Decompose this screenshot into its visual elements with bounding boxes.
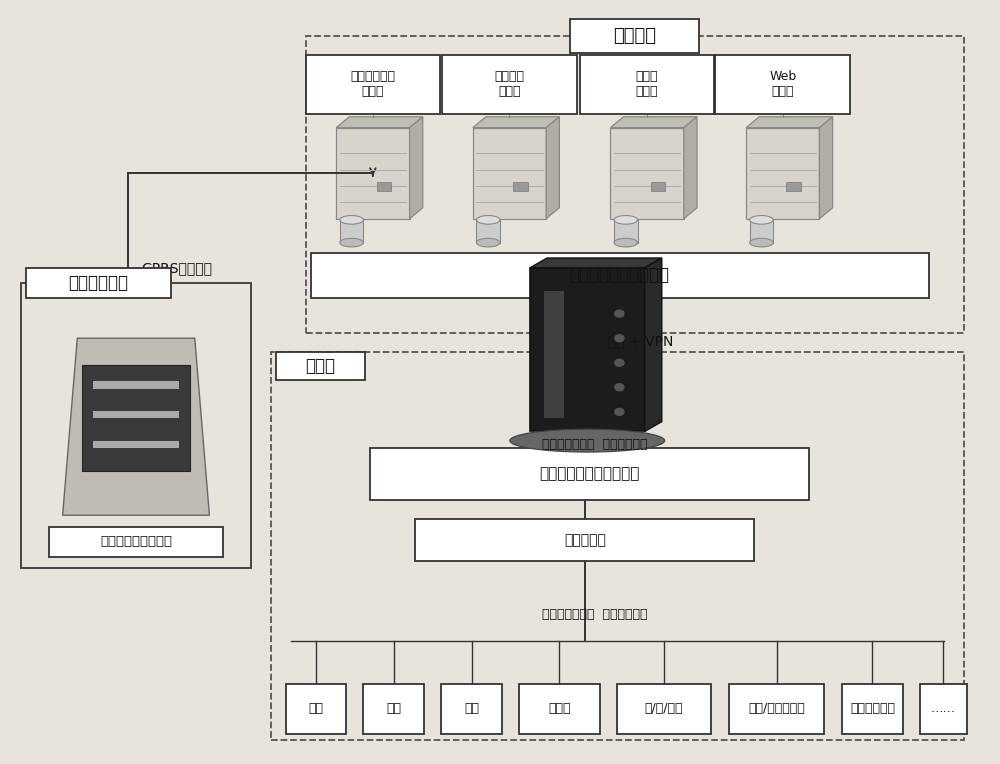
- Text: 室内无线数据
服务器: 室内无线数据 服务器: [350, 70, 395, 99]
- Circle shape: [615, 310, 624, 317]
- FancyBboxPatch shape: [311, 253, 929, 298]
- Ellipse shape: [340, 215, 363, 224]
- Text: 用户室内温度: 用户室内温度: [850, 702, 895, 715]
- Ellipse shape: [614, 215, 638, 224]
- Polygon shape: [410, 117, 423, 219]
- FancyBboxPatch shape: [715, 55, 850, 114]
- Text: 阀门: 阀门: [464, 702, 479, 715]
- Text: 热力能源监控管理平台: 热力能源监控管理平台: [570, 267, 670, 284]
- Circle shape: [615, 408, 624, 416]
- Text: 热力能源区域供热控制器: 热力能源区域供热控制器: [540, 467, 640, 481]
- Text: 远程管理
服务器: 远程管理 服务器: [494, 70, 524, 99]
- Text: 水泵: 水泵: [386, 702, 401, 715]
- Text: 数据库
服务器: 数据库 服务器: [636, 70, 658, 99]
- FancyBboxPatch shape: [544, 291, 564, 419]
- Ellipse shape: [750, 215, 773, 224]
- FancyBboxPatch shape: [370, 448, 809, 500]
- Ellipse shape: [340, 238, 363, 247]
- FancyBboxPatch shape: [746, 128, 819, 219]
- Text: 通过现场拉线与  配电柜相连接: 通过现场拉线与 配电柜相连接: [542, 607, 647, 620]
- Polygon shape: [819, 117, 833, 219]
- FancyBboxPatch shape: [920, 685, 967, 733]
- FancyBboxPatch shape: [617, 685, 711, 733]
- FancyBboxPatch shape: [580, 55, 714, 114]
- Circle shape: [615, 359, 624, 366]
- FancyBboxPatch shape: [49, 526, 223, 557]
- Text: 网络 + VPN: 网络 + VPN: [608, 335, 673, 348]
- FancyBboxPatch shape: [415, 519, 754, 561]
- Text: ……: ……: [931, 702, 956, 715]
- Polygon shape: [336, 117, 423, 128]
- Text: 室内温度无线监测器: 室内温度无线监测器: [100, 536, 172, 549]
- Circle shape: [615, 335, 624, 342]
- Polygon shape: [546, 117, 559, 219]
- Circle shape: [615, 384, 624, 391]
- FancyBboxPatch shape: [340, 220, 363, 243]
- Polygon shape: [473, 117, 559, 128]
- FancyBboxPatch shape: [729, 685, 824, 733]
- FancyBboxPatch shape: [377, 183, 391, 192]
- FancyBboxPatch shape: [473, 128, 546, 219]
- Ellipse shape: [476, 215, 500, 224]
- Ellipse shape: [614, 238, 638, 247]
- FancyBboxPatch shape: [363, 685, 424, 733]
- FancyBboxPatch shape: [306, 55, 440, 114]
- FancyBboxPatch shape: [336, 128, 410, 219]
- FancyBboxPatch shape: [441, 685, 502, 733]
- FancyBboxPatch shape: [651, 183, 665, 192]
- Text: 温度/压力传感器: 温度/压力传感器: [748, 702, 805, 715]
- Text: GPRS无线传输: GPRS无线传输: [141, 261, 212, 275]
- FancyBboxPatch shape: [442, 55, 577, 114]
- FancyBboxPatch shape: [610, 128, 684, 219]
- Polygon shape: [530, 258, 662, 268]
- FancyBboxPatch shape: [286, 685, 346, 733]
- Text: 位于用户室内: 位于用户室内: [69, 274, 129, 292]
- Ellipse shape: [750, 238, 773, 247]
- Ellipse shape: [476, 238, 500, 247]
- Text: Web
服务器: Web 服务器: [769, 70, 796, 99]
- Text: 锅炉: 锅炉: [309, 702, 324, 715]
- Polygon shape: [645, 258, 662, 432]
- FancyBboxPatch shape: [614, 220, 638, 243]
- Ellipse shape: [510, 429, 665, 452]
- FancyBboxPatch shape: [276, 351, 365, 380]
- FancyBboxPatch shape: [93, 411, 179, 419]
- Text: 监控中心: 监控中心: [613, 27, 656, 44]
- Text: 热计量: 热计量: [548, 702, 571, 715]
- Text: 通过现场拉线与  控制器相连接: 通过现场拉线与 控制器相连接: [542, 438, 647, 451]
- Polygon shape: [746, 117, 833, 128]
- Text: 水/电/气表: 水/电/气表: [645, 702, 683, 715]
- Text: 辅助配电柜: 辅助配电柜: [564, 533, 606, 547]
- FancyBboxPatch shape: [842, 685, 903, 733]
- Text: 锅炉房: 锅炉房: [306, 357, 336, 375]
- FancyBboxPatch shape: [513, 183, 528, 192]
- FancyBboxPatch shape: [93, 441, 179, 448]
- FancyBboxPatch shape: [26, 268, 171, 298]
- FancyBboxPatch shape: [519, 685, 600, 733]
- FancyBboxPatch shape: [750, 220, 773, 243]
- FancyBboxPatch shape: [530, 268, 645, 432]
- FancyBboxPatch shape: [82, 364, 190, 471]
- FancyBboxPatch shape: [93, 381, 179, 389]
- Polygon shape: [610, 117, 697, 128]
- FancyBboxPatch shape: [476, 220, 500, 243]
- FancyBboxPatch shape: [786, 183, 801, 192]
- FancyBboxPatch shape: [570, 18, 699, 53]
- Polygon shape: [63, 338, 209, 515]
- Polygon shape: [684, 117, 697, 219]
